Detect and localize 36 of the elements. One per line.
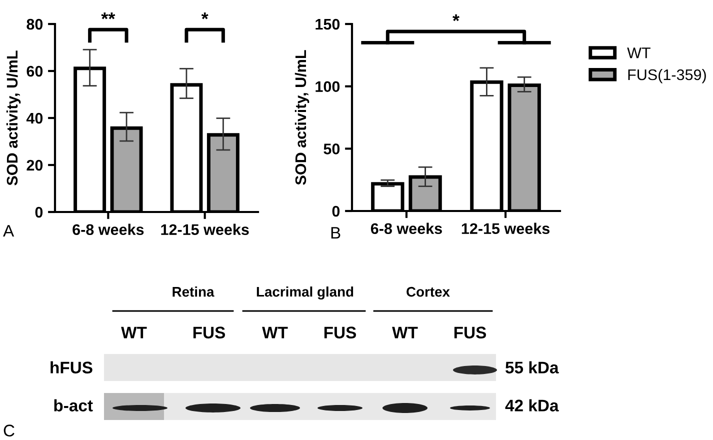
text: **	[101, 12, 116, 20]
text: WT	[121, 326, 147, 338]
text: *	[201, 12, 208, 20]
legend-label: WT	[627, 48, 650, 58]
y-axis-title: SOD activity, U/mL	[294, 50, 310, 185]
y-tick-label: 60	[26, 66, 43, 77]
y-tick-label: 0	[35, 206, 43, 218]
y-tick-label: 40	[26, 112, 43, 124]
text: *	[452, 14, 460, 22]
text: Retina	[172, 286, 214, 297]
text: FUS	[454, 326, 486, 338]
text: WT	[262, 326, 288, 338]
x-tick-label: 12-15 weeks	[462, 222, 550, 234]
text: Cortex	[406, 286, 450, 297]
text: 55 kDa	[506, 361, 559, 374]
y-axis-title: SOD activity, U/mL	[6, 50, 21, 186]
x-tick-label: 12-15 weeks	[161, 224, 249, 236]
text: B	[331, 227, 340, 239]
text: hFUS	[50, 361, 92, 374]
text: 42 kDa	[505, 399, 559, 412]
text: b-act	[54, 399, 93, 412]
legend-label: FUS(1-359)	[628, 68, 706, 84]
text: Lacrimal gland	[256, 286, 354, 300]
y-tick-label: 150	[316, 18, 340, 30]
y-tick-label: 20	[26, 160, 43, 171]
y-tick-label: 100	[316, 81, 340, 92]
y-tick-label: 0	[332, 206, 340, 217]
y-tick-label: 80	[26, 18, 43, 30]
text: FUS	[324, 326, 356, 338]
text: WT	[392, 326, 418, 338]
x-tick-label: 6-8 weeks	[370, 222, 442, 234]
y-tick-label: 50	[324, 144, 340, 154]
text: FUS	[193, 326, 226, 338]
x-tick-label: 6-8 weeks	[72, 224, 144, 236]
text: A	[3, 225, 14, 237]
text: C	[4, 424, 14, 436]
